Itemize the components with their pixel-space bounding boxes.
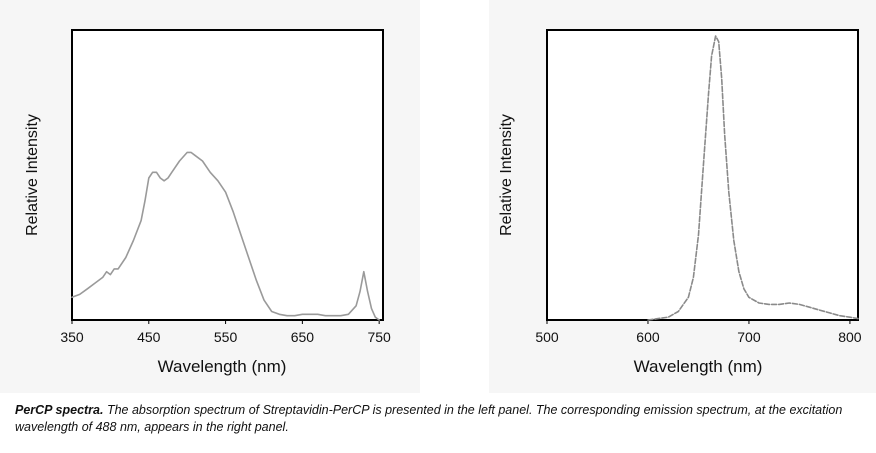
right-spectrum-line-0 xyxy=(647,35,859,321)
caption-bold: PerCP spectra. xyxy=(15,403,104,417)
right-x-tick-label-500: 500 xyxy=(535,329,559,345)
figure-caption: PerCP spectra. The absorption spectrum o… xyxy=(15,402,865,436)
left-spectrum-line-0 xyxy=(71,151,381,321)
right-x-tick-label-800: 800 xyxy=(838,329,862,345)
left-x-tick-label-350: 350 xyxy=(60,329,84,345)
left-plot-frame xyxy=(71,29,384,321)
right-x-axis-label: Wavelength (nm) xyxy=(634,357,763,376)
right-x-tick-label-700: 700 xyxy=(737,329,761,345)
left-y-axis-label: Relative Intensity xyxy=(24,114,41,236)
caption-text: The absorption spectrum of Streptavidin-… xyxy=(15,403,843,434)
right-x-tick-label-600: 600 xyxy=(636,329,660,345)
right-y-axis-label: Relative Intensity xyxy=(498,114,515,236)
left-x-axis-label: Wavelength (nm) xyxy=(158,357,287,376)
left-x-tick-label-650: 650 xyxy=(291,329,315,345)
left-x-tick-label-750: 750 xyxy=(367,329,391,345)
left-x-tick-label-450: 450 xyxy=(137,329,161,345)
left-x-tick-label-550: 550 xyxy=(214,329,238,345)
spectra-charts: 350 450 550 650 750 Wavelength (nm) Relative I… xyxy=(24,29,862,376)
